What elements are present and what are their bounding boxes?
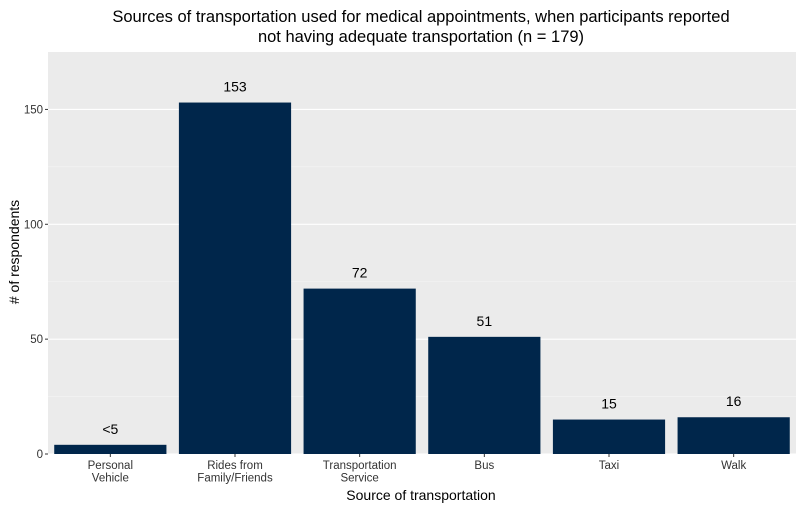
y-tick-label: 150 bbox=[24, 104, 43, 116]
x-tick-label: Taxi bbox=[599, 460, 619, 472]
plot-panel bbox=[48, 52, 796, 454]
bar bbox=[552, 419, 666, 454]
data-label: 51 bbox=[477, 313, 493, 329]
y-tick-label: 100 bbox=[24, 219, 43, 231]
x-tick-label: Bus bbox=[474, 460, 494, 472]
data-label: 15 bbox=[601, 396, 617, 412]
chart-title-line2: not having adequate transportation (n = … bbox=[258, 28, 584, 46]
plot-area: 0 50 100 150 <5 Personal Vehicle 153 Rides from F… bbox=[24, 52, 796, 485]
data-label: 153 bbox=[223, 79, 247, 95]
chart-title-line1: Sources of transportation used for medic… bbox=[112, 8, 729, 26]
x-tick-label: Rides from Family/Friends bbox=[197, 460, 273, 485]
bar bbox=[54, 444, 167, 454]
data-label: 16 bbox=[726, 393, 742, 409]
data-label: 72 bbox=[352, 265, 368, 281]
y-tick-label: 50 bbox=[30, 334, 43, 346]
x-tick-label: Personal Vehicle bbox=[88, 460, 133, 485]
x-tick-label: Walk bbox=[721, 460, 746, 472]
bar bbox=[303, 288, 416, 454]
x-axis-label: Source of transportation bbox=[346, 487, 495, 503]
bar bbox=[428, 336, 541, 454]
data-label: <5 bbox=[102, 421, 118, 437]
y-tick-label: 0 bbox=[37, 449, 43, 461]
bar bbox=[178, 102, 292, 454]
x-tick-label: Transportation Service bbox=[323, 460, 397, 485]
bar bbox=[677, 417, 790, 454]
y-axis-label: # of respondents bbox=[6, 200, 22, 304]
